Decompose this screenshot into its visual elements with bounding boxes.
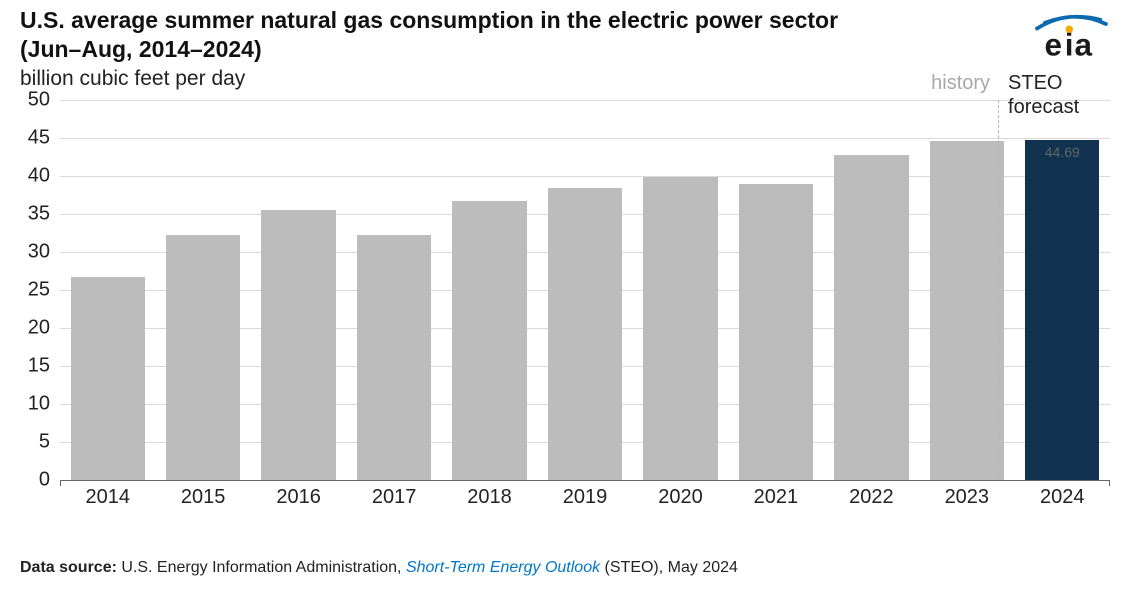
source-link[interactable]: Short-Term Energy Outlook (406, 559, 600, 576)
bar-2014 (71, 277, 145, 480)
svg-text:a: a (1075, 27, 1093, 63)
forecast-divider (998, 100, 999, 480)
x-tick-label: 2024 (1040, 486, 1085, 509)
y-tick-label: 0 (10, 469, 50, 492)
bar-2022 (834, 155, 908, 480)
bar-2019 (548, 188, 622, 480)
y-tick-label: 30 (10, 241, 50, 264)
y-tick-label: 50 (10, 89, 50, 112)
bar-2015 (166, 235, 240, 480)
bar-2016 (261, 210, 335, 480)
y-tick-label: 10 (10, 393, 50, 416)
x-tick-label: 2017 (372, 486, 417, 509)
axis-tick (60, 480, 61, 486)
legend-history: history (931, 72, 990, 95)
chart-subtitle: billion cubic feet per day (20, 66, 838, 92)
source-text-after: (STEO), May 2024 (600, 559, 738, 576)
bar-2018 (452, 201, 526, 480)
chart-title-line1: U.S. average summer natural gas consumpt… (20, 6, 838, 35)
y-tick-label: 5 (10, 431, 50, 454)
x-tick-label: 2016 (276, 486, 321, 509)
x-tick-label: 2020 (658, 486, 703, 509)
x-tick-label: 2019 (563, 486, 608, 509)
x-tick-label: 2022 (849, 486, 894, 509)
bar-2021 (739, 184, 813, 480)
legend-steo-line2: forecast (1008, 96, 1079, 119)
y-tick-label: 20 (10, 317, 50, 340)
bar-2024 (1025, 140, 1099, 480)
title-block: U.S. average summer natural gas consumpt… (20, 6, 838, 92)
bar-2023 (930, 141, 1004, 480)
chart-area: 0510152025303540455020142015201620172018… (20, 90, 1116, 520)
y-tick-label: 45 (10, 127, 50, 150)
x-tick-label: 2023 (945, 486, 990, 509)
y-tick-label: 40 (10, 165, 50, 188)
x-tick-label: 2021 (754, 486, 799, 509)
bar-value-label-2024: 44.69 (1045, 144, 1080, 160)
x-tick-label: 2015 (181, 486, 226, 509)
grid-line (60, 138, 1110, 139)
grid-line (60, 100, 1110, 101)
legend-steo-line1: STEO (1008, 72, 1062, 95)
plot-region: 0510152025303540455020142015201620172018… (60, 100, 1110, 480)
data-source-line: Data source: U.S. Energy Information Adm… (20, 559, 738, 577)
svg-text:e: e (1045, 27, 1063, 63)
source-label: Data source: (20, 559, 117, 576)
chart-title-line2: (Jun–Aug, 2014–2024) (20, 35, 838, 64)
eia-logo: e i a (1022, 6, 1112, 66)
bar-2017 (357, 235, 431, 480)
y-tick-label: 15 (10, 355, 50, 378)
y-tick-label: 25 (10, 279, 50, 302)
y-tick-label: 35 (10, 203, 50, 226)
page-root: U.S. average summer natural gas consumpt… (0, 0, 1136, 591)
source-text-before: U.S. Energy Information Administration, (117, 559, 406, 576)
x-tick-label: 2014 (85, 486, 130, 509)
grid-line (60, 480, 1110, 481)
bar-2020 (643, 177, 717, 480)
x-tick-label: 2018 (467, 486, 512, 509)
axis-tick (1109, 480, 1110, 486)
